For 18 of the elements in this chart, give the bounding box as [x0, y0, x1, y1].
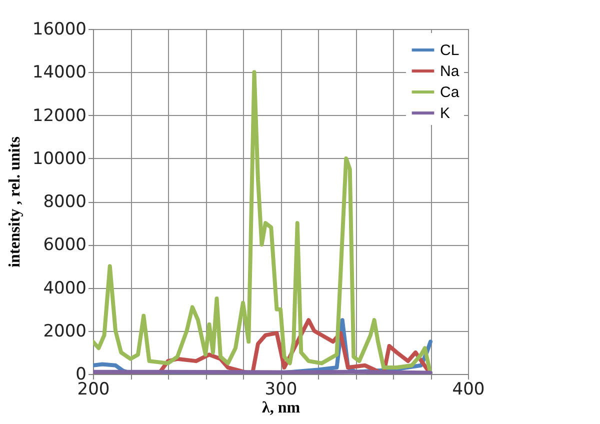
x-tick-label: 200	[77, 380, 110, 400]
y-tick-label: 14000	[32, 62, 86, 83]
legend-label: Ca	[440, 84, 460, 101]
legend-label: Na	[440, 63, 460, 80]
legend-label: CL	[440, 42, 460, 59]
y-tick-label: 16000	[32, 20, 86, 40]
y-tick-label: 2000	[43, 321, 86, 342]
y-tick-label: 10000	[32, 148, 86, 169]
x-tick-label: 400	[452, 380, 485, 400]
y-tick-label: 12000	[32, 106, 86, 126]
x-tick-label: 300	[264, 380, 298, 400]
y-tick-label: 8000	[43, 192, 86, 212]
y-tick-label: 4000	[43, 278, 86, 298]
y-axis-title: intensity , rel. units	[6, 136, 24, 268]
y-tick-label: 6000	[43, 235, 86, 256]
legend-label: K	[440, 105, 450, 122]
x-axis-title: λ, nm	[262, 400, 301, 416]
line-series	[93, 70, 432, 374]
